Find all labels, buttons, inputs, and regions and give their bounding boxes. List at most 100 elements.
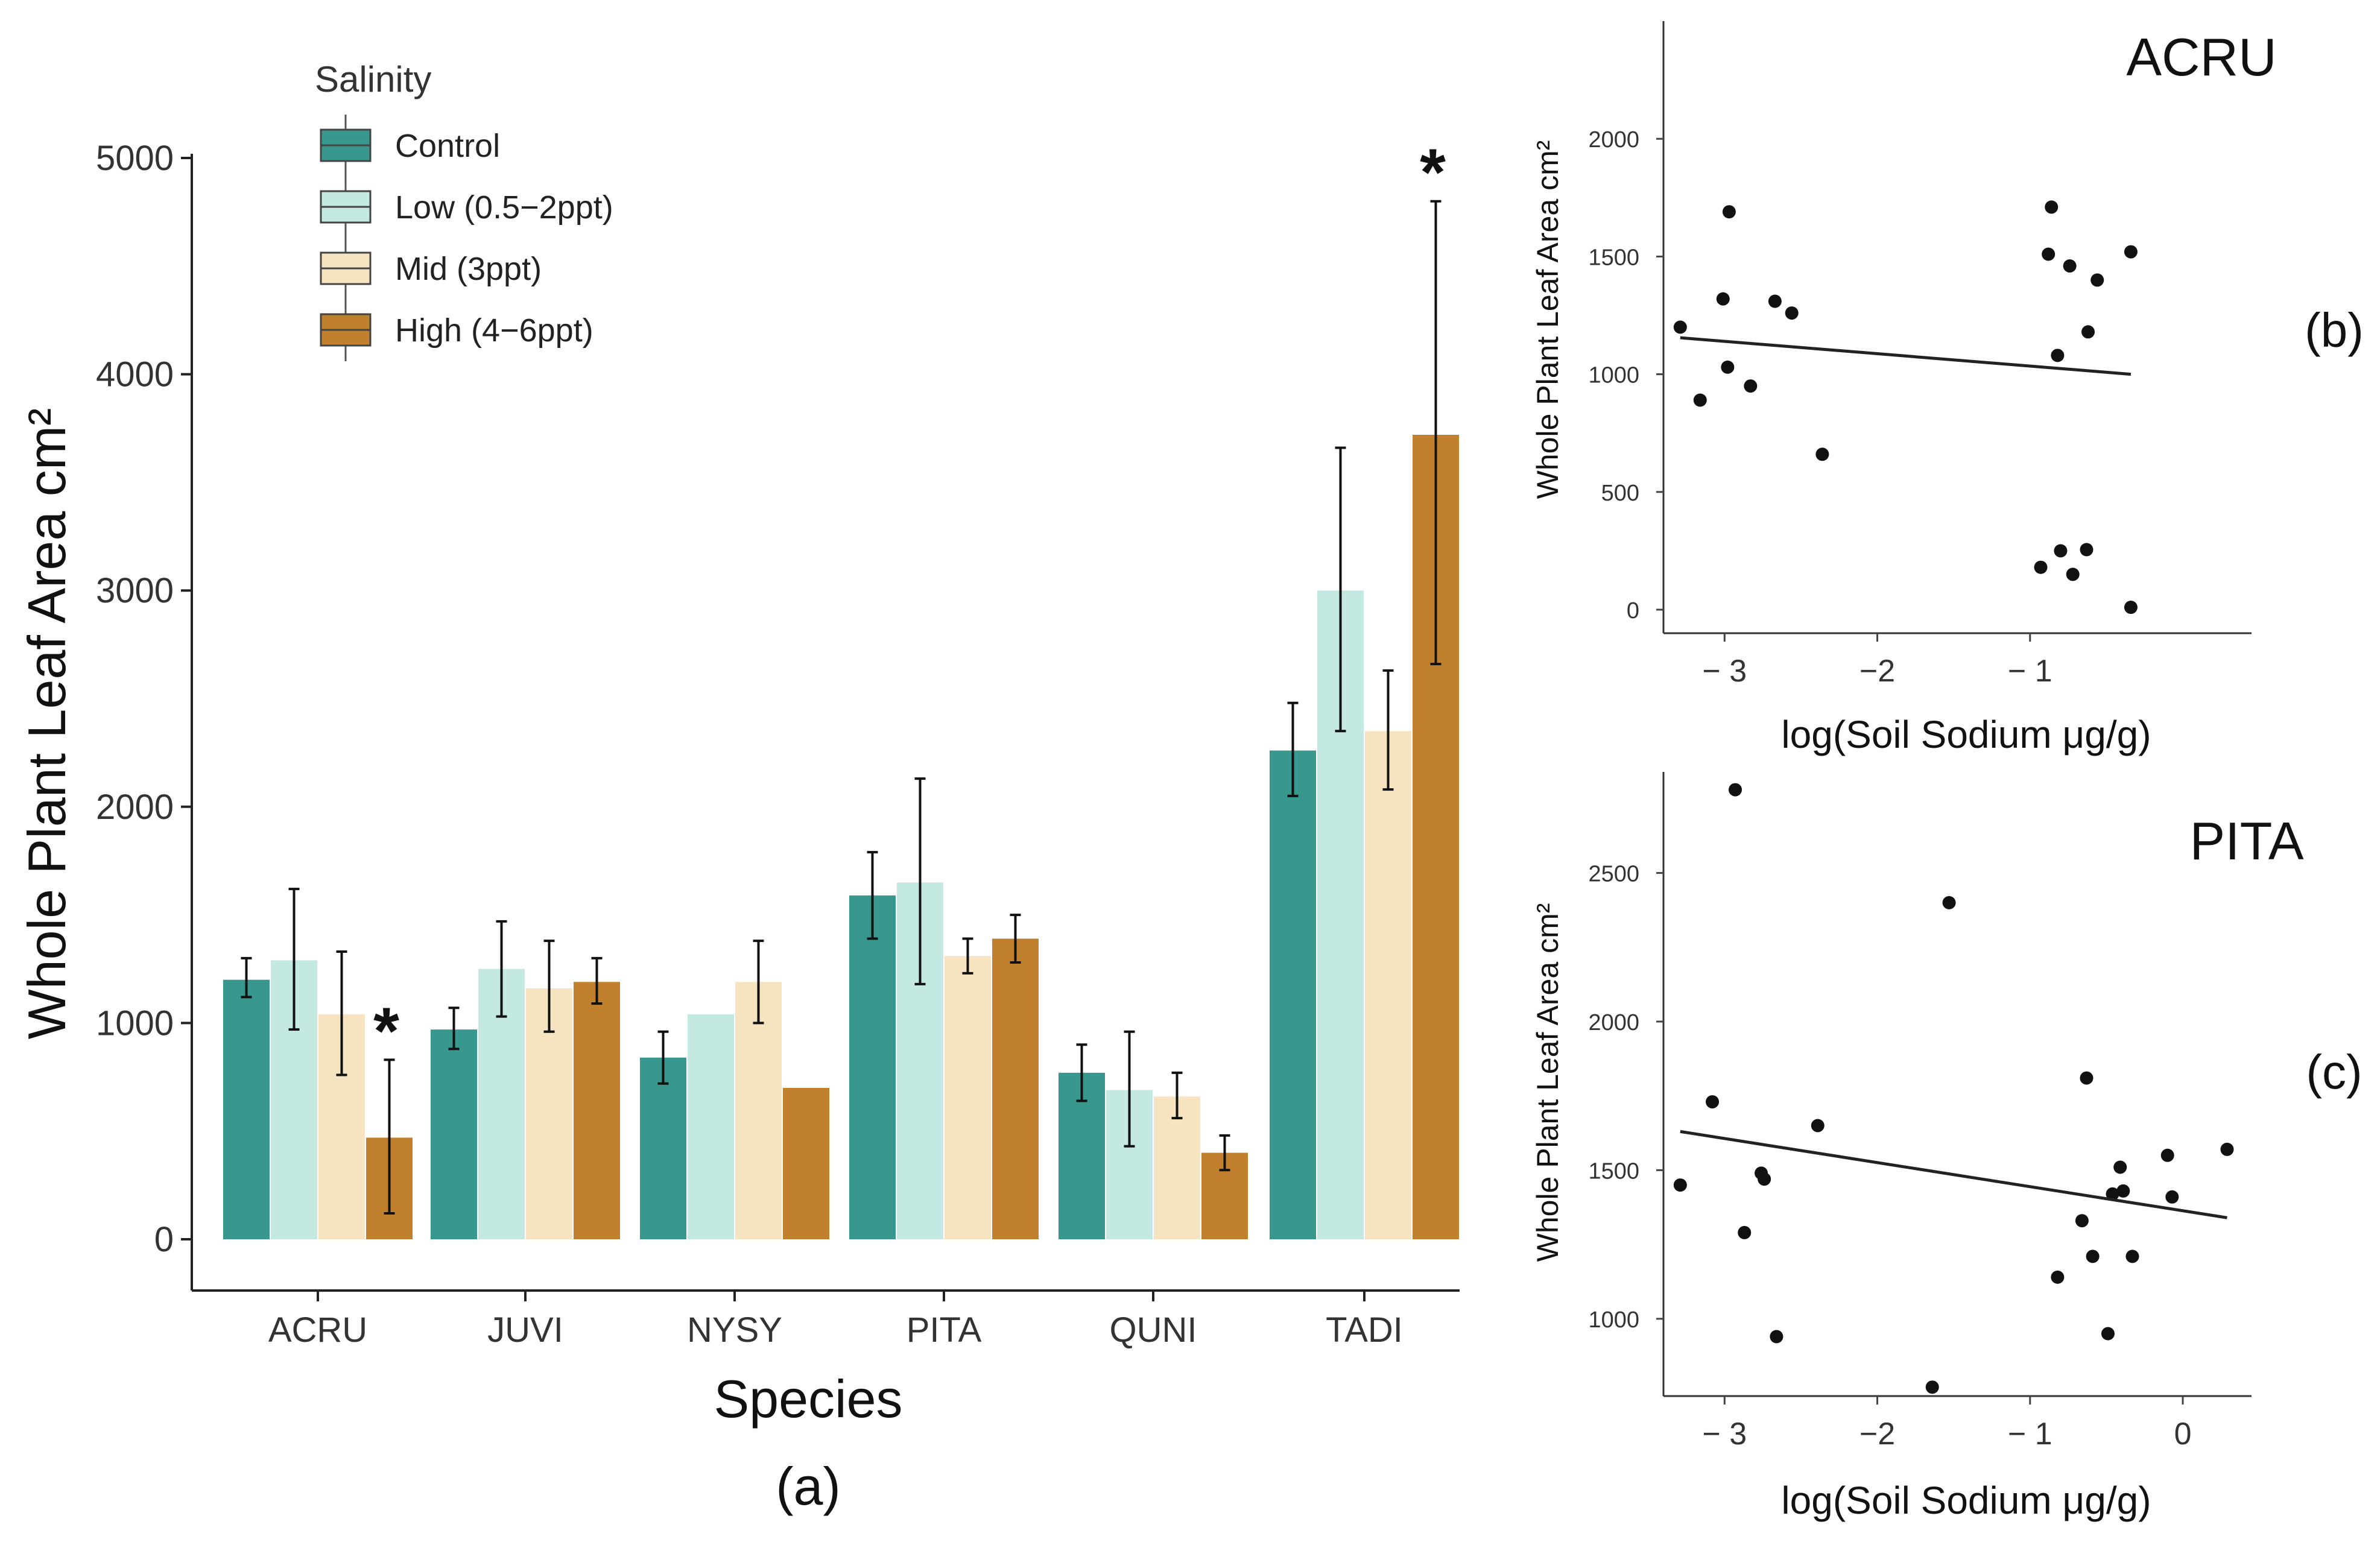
legend-label: Low (0.5−2ppt) xyxy=(395,189,613,226)
scatter-y-tick-label: 1500 xyxy=(1588,1158,1639,1184)
scatter-b-fit-line-group xyxy=(1680,336,2132,376)
scatter-c-title: PITA xyxy=(2189,811,2303,871)
scatter-point xyxy=(1673,320,1687,334)
scatter-b-title: ACRU xyxy=(2126,27,2276,87)
scatter-c-y-ticks: 1000 1500 2000 2500 xyxy=(1588,862,1663,1333)
bar-chart-x-tick-label: QUNI xyxy=(1110,1310,1197,1350)
regression-line xyxy=(1680,336,2132,376)
scatter-point xyxy=(1706,1095,1720,1109)
scatter-point xyxy=(2090,273,2104,287)
bar xyxy=(992,938,1039,1239)
scatter-point xyxy=(2045,200,2059,214)
scatter-point xyxy=(1744,379,1758,393)
scatter-point xyxy=(2034,560,2048,574)
bar-chart-y-tick-label: 3000 xyxy=(96,571,174,610)
bar-chart-annotations: ** xyxy=(373,136,1446,1069)
scatter-point xyxy=(2101,1327,2115,1341)
scatter-x-tick-label: − 3 xyxy=(1702,654,1747,689)
bar-chart-x-ticks: ACRU JUVI NYSY PITA QUNI TADI xyxy=(268,1291,1403,1350)
scatter-point xyxy=(1693,393,1707,407)
scatter-panel-b: 0 500 1000 1500 2000 − 3 −2 − 1 ACRU log(Soil … xyxy=(1531,21,2364,756)
scatter-y-tick-label: 500 xyxy=(1601,481,1639,506)
bar xyxy=(574,982,620,1239)
scatter-x-tick-label: − 1 xyxy=(2008,654,2052,689)
scatter-point xyxy=(1722,205,1736,219)
scatter-point xyxy=(1811,1119,1825,1133)
bar xyxy=(1154,1096,1200,1239)
scatter-b-y-axis-title: Whole Plant Leaf Area cm² xyxy=(1531,141,1565,499)
scatter-point xyxy=(2075,1214,2089,1228)
bar-chart-y-tick-label: 5000 xyxy=(96,139,174,178)
scatter-point xyxy=(1738,1225,1752,1239)
legend-label: Control xyxy=(395,128,500,164)
scatter-point xyxy=(2081,325,2095,339)
scatter-c-x-ticks: − 3 −2 − 1 0 xyxy=(1702,1396,2192,1452)
scatter-point xyxy=(1768,294,1782,308)
scatter-point xyxy=(2125,1250,2139,1263)
scatter-y-tick-label: 2500 xyxy=(1588,862,1639,887)
scatter-point xyxy=(2054,544,2068,558)
bar-chart-y-tick-label: 2000 xyxy=(96,788,174,827)
bar xyxy=(1365,731,1411,1239)
bar-chart-x-tick-label: NYSY xyxy=(687,1310,782,1350)
scatter-point xyxy=(1716,292,1730,306)
bar-chart-y-axis-title: Whole Plant Leaf Area cm² xyxy=(17,408,77,1040)
scatter-point xyxy=(2165,1190,2179,1204)
panel-label-a: (a) xyxy=(776,1456,841,1516)
legend-label: High (4−6ppt) xyxy=(395,312,593,349)
bar xyxy=(849,895,896,1239)
scatter-b-points xyxy=(1673,200,2138,615)
bar-chart-bars xyxy=(223,435,1459,1240)
scatter-point xyxy=(2124,245,2138,259)
scatter-point xyxy=(2220,1142,2234,1156)
scatter-point xyxy=(1758,1172,1771,1186)
scatter-x-tick-label: −2 xyxy=(1859,1417,1895,1452)
scatter-point xyxy=(2051,349,2065,362)
scatter-x-tick-label: − 1 xyxy=(2008,1417,2052,1452)
bar xyxy=(223,979,270,1239)
bar-chart-x-tick-label: JUVI xyxy=(487,1310,563,1350)
scatter-y-tick-label: 1500 xyxy=(1588,245,1639,270)
scatter-x-tick-label: −2 xyxy=(1859,654,1895,689)
scatter-point xyxy=(2066,567,2080,581)
scatter-c-points xyxy=(1673,783,2234,1394)
bar-chart-legend: Salinity Control Low (0.5−2ppt) Mid (3ppt)… xyxy=(315,59,613,361)
legend-label: Mid (3ppt) xyxy=(395,251,542,287)
scatter-point xyxy=(1729,783,1742,797)
legend-title: Salinity xyxy=(315,59,431,100)
scatter-point xyxy=(2051,1270,2065,1284)
scatter-b-x-axis-title: log(Soil Sodium μg/g) xyxy=(1781,713,2151,756)
bar xyxy=(1270,750,1316,1239)
scatter-point xyxy=(1721,360,1735,374)
scatter-b-x-ticks: − 3 −2 − 1 xyxy=(1702,633,2052,689)
bar-chart-x-tick-label: ACRU xyxy=(268,1310,367,1350)
scatter-b-y-ticks: 0 500 1000 1500 2000 xyxy=(1588,127,1663,624)
bar xyxy=(640,1057,686,1239)
scatter-point xyxy=(2113,1160,2127,1174)
bar xyxy=(688,1014,734,1239)
scatter-point xyxy=(2116,1184,2130,1198)
scatter-point xyxy=(2086,1250,2100,1263)
scatter-y-tick-label: 2000 xyxy=(1588,1010,1639,1035)
bar-chart-x-tick-label: TADI xyxy=(1326,1310,1403,1350)
bar-chart-y-tick-label: 0 xyxy=(154,1220,174,1259)
bar-chart-x-tick-label: PITA xyxy=(907,1310,982,1350)
scatter-point xyxy=(2124,601,2138,615)
bar xyxy=(945,956,991,1239)
bar-chart-y-ticks: 0 1000 2000 3000 4000 5000 xyxy=(96,139,192,1259)
bar-chart-panel-a: 0 1000 2000 3000 4000 5000 ACRU JUVI NYSY PITA QU… xyxy=(17,59,1460,1516)
bar-chart-y-tick-label: 4000 xyxy=(96,355,174,394)
scatter-c-fit-line-group xyxy=(1680,1130,2227,1219)
scatter-y-tick-label: 0 xyxy=(1627,598,1639,624)
scatter-y-tick-label: 1000 xyxy=(1588,363,1639,388)
panel-label-c: (c) xyxy=(2306,1045,2362,1099)
scatter-point xyxy=(2160,1148,2174,1162)
scatter-point xyxy=(1925,1380,1939,1394)
scatter-point xyxy=(2042,247,2056,261)
scatter-c-y-axis-title: Whole Plant Leaf Area cm² xyxy=(1531,903,1565,1262)
scatter-y-tick-label: 2000 xyxy=(1588,127,1639,153)
panel-label-b: (b) xyxy=(2305,303,2364,357)
scatter-panel-c: 1000 1500 2000 2500 − 3 −2 − 1 0 PITA log(Soil… xyxy=(1531,772,2363,1522)
scatter-point xyxy=(2063,259,2077,273)
